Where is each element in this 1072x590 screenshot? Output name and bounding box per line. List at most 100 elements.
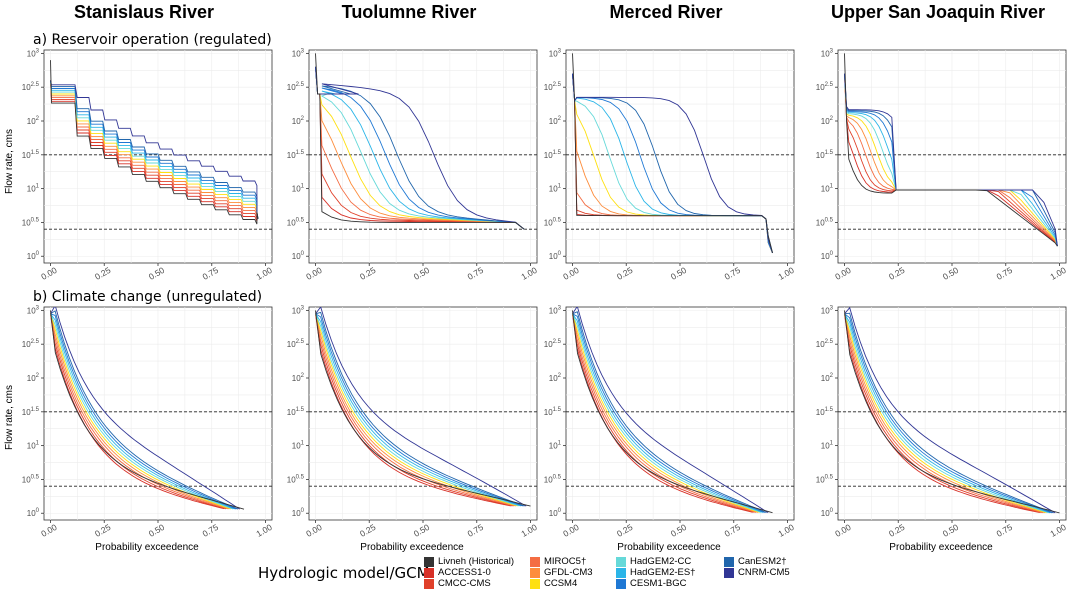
x-tick-label: 0.25 xyxy=(887,522,907,539)
series-line-ccsm4 xyxy=(50,313,232,510)
y-tick-label: 103 xyxy=(292,48,305,58)
legend-swatch xyxy=(616,568,626,578)
x-tick-label: 0.00 xyxy=(39,265,59,282)
series-line-cmcc-cms xyxy=(50,313,227,510)
legend-swatch xyxy=(616,557,626,567)
legend-swatch xyxy=(424,579,434,589)
series-line-livneh-historical- xyxy=(315,310,531,507)
x-tick-label: 1.00 xyxy=(1048,522,1068,539)
legend-swatch xyxy=(530,568,540,578)
x-tick-label: 0.00 xyxy=(561,522,581,539)
legend-label: MIROC5† xyxy=(544,556,587,567)
series-line-cmcc-cms xyxy=(572,313,755,513)
panel-a-1: 100 100.5 101 101.5 102 102.5 103 0.00 0.25 0.50 0… xyxy=(22,48,274,281)
y-tick-label: 102 xyxy=(549,116,562,126)
series-line-cmcc-cms xyxy=(315,313,513,507)
y-tick-label: 101.5 xyxy=(544,407,562,417)
x-tick-label: 1.00 xyxy=(776,522,796,539)
x-tick-label: 0.00 xyxy=(833,522,853,539)
y-tick-label: 103 xyxy=(27,305,40,315)
y-tick-label: 100.5 xyxy=(816,474,834,484)
series-line-cesm1-bgc xyxy=(572,313,765,514)
y-tick-label: 100 xyxy=(821,508,834,518)
legend-label: CESM1-BGC xyxy=(630,578,687,589)
series-line-canesm2- xyxy=(50,310,239,510)
y-tick-label: 102.5 xyxy=(544,339,562,349)
y-tick-label: 100.5 xyxy=(544,217,562,227)
series-line-ccsm4 xyxy=(50,80,259,220)
column-title-stanislaus: Stanislaus River xyxy=(73,2,215,22)
series-line-ccsm4 xyxy=(315,313,518,507)
column-title-merced: Merced River xyxy=(609,2,723,22)
column-title-tuolumne: Tuolumne River xyxy=(341,2,477,22)
y-tick-label: 101 xyxy=(549,441,562,451)
x-tick-label: 0.75 xyxy=(995,265,1015,282)
x-tick-label: 0.50 xyxy=(412,265,432,282)
series-line-canesm2- xyxy=(844,312,1054,514)
series-line-hadgem2-es- xyxy=(50,313,235,510)
legend-swatch xyxy=(530,579,540,589)
y-tick-label: 100.5 xyxy=(544,474,562,484)
y-tick-label: 100.5 xyxy=(22,217,40,227)
x-tick-label: 0.00 xyxy=(39,522,59,539)
legend: Hydrologic model/GCM Livneh (Historical)… xyxy=(258,556,1058,590)
series-line-hadgem2-es- xyxy=(315,313,522,507)
x-tick-label: 0.25 xyxy=(93,522,113,539)
series-line-miroc5- xyxy=(50,80,259,220)
series-line-gfdl-cm3 xyxy=(315,313,517,507)
series-line-livneh-historical- xyxy=(844,310,1060,514)
x-tick-label: 0.75 xyxy=(466,265,486,282)
y-tick-label: 101.5 xyxy=(287,407,305,417)
y-tick-label: 100.5 xyxy=(22,474,40,484)
series-line-livneh-historical- xyxy=(50,60,259,225)
x-axis-label-2: Probability exceedence xyxy=(360,542,464,553)
y-tick-label: 102.5 xyxy=(22,82,40,92)
y-tick-label: 101.5 xyxy=(544,150,562,160)
y-tick-label: 101.5 xyxy=(816,407,834,417)
y-tick-label: 102 xyxy=(549,373,562,383)
y-tick-label: 102 xyxy=(292,373,305,383)
y-tick-label: 101.5 xyxy=(816,150,834,160)
series-line-gfdl-cm3 xyxy=(844,313,1046,514)
series-line-hadgem2-es- xyxy=(844,313,1051,514)
legend-swatch xyxy=(424,557,434,567)
series-line-ccsm4 xyxy=(844,313,1047,514)
x-tick-label: 0.50 xyxy=(669,522,689,539)
panel-b-1: 100 100.5 101 101.5 102 102.5 103 0.00 0.25 0.50 0… xyxy=(22,305,274,538)
series-group xyxy=(572,307,773,514)
x-tick-label: 0.75 xyxy=(723,265,743,282)
legend-label: GFDL-CM3 xyxy=(544,567,593,578)
y-tick-label: 101.5 xyxy=(287,150,305,160)
x-tick-label: 0.50 xyxy=(941,265,961,282)
y-tick-label: 100 xyxy=(549,508,562,518)
panel-a-4: 100 100.5 101 101.5 102 102.5 103 0.00 0.25 0.50 0… xyxy=(816,48,1068,281)
x-tick-label: 0.50 xyxy=(147,522,167,539)
x-tick-label: 0.75 xyxy=(995,522,1015,539)
y-tick-label: 103 xyxy=(27,48,40,58)
x-tick-label: 0.25 xyxy=(615,522,635,539)
series-line-ccsm4 xyxy=(572,313,760,513)
x-tick-label: 0.50 xyxy=(147,265,167,282)
x-tick-label: 0.25 xyxy=(615,265,635,282)
x-tick-label: 1.00 xyxy=(254,265,274,282)
series-line-gfdl-cm3 xyxy=(572,313,759,513)
series-line-livneh-historical- xyxy=(572,53,773,254)
y-tick-label: 103 xyxy=(821,48,834,58)
x-tick-label: 0.00 xyxy=(561,265,581,282)
series-line-miroc5- xyxy=(844,313,1044,514)
x-tick-label: 0.75 xyxy=(201,522,221,539)
series-line-cnrm-cm5 xyxy=(315,307,527,507)
x-tick-label: 0.75 xyxy=(466,522,486,539)
x-tick-label: 1.00 xyxy=(254,522,274,539)
x-tick-label: 0.50 xyxy=(669,265,689,282)
x-tick-label: 0.00 xyxy=(304,265,324,282)
y-tick-label: 101 xyxy=(549,184,562,194)
y-tick-label: 100 xyxy=(27,251,40,261)
series-line-cesm1-bgc xyxy=(315,313,523,507)
x-tick-label: 1.00 xyxy=(519,522,539,539)
y-tick-label: 102.5 xyxy=(22,339,40,349)
legend-swatch xyxy=(724,557,734,567)
series-line-cnrm-cm5 xyxy=(844,307,1056,514)
series-line-livneh-historical- xyxy=(50,310,245,510)
